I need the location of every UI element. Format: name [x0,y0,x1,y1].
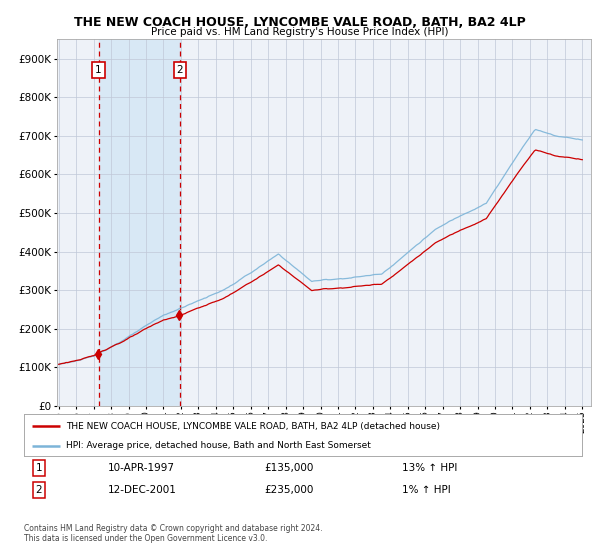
Text: HPI: Average price, detached house, Bath and North East Somerset: HPI: Average price, detached house, Bath… [66,441,371,450]
Text: 10-APR-1997: 10-APR-1997 [108,463,175,473]
Text: 2: 2 [35,485,43,495]
Text: THE NEW COACH HOUSE, LYNCOMBE VALE ROAD, BATH, BA2 4LP: THE NEW COACH HOUSE, LYNCOMBE VALE ROAD,… [74,16,526,29]
Text: 12-DEC-2001: 12-DEC-2001 [108,485,177,495]
Text: £235,000: £235,000 [264,485,313,495]
Text: 13% ↑ HPI: 13% ↑ HPI [402,463,457,473]
Text: Contains HM Land Registry data © Crown copyright and database right 2024.
This d: Contains HM Land Registry data © Crown c… [24,524,323,543]
Text: 2: 2 [177,65,184,75]
Text: 1: 1 [95,65,102,75]
Text: 1: 1 [35,463,43,473]
Text: 1% ↑ HPI: 1% ↑ HPI [402,485,451,495]
Text: £135,000: £135,000 [264,463,313,473]
Text: THE NEW COACH HOUSE, LYNCOMBE VALE ROAD, BATH, BA2 4LP (detached house): THE NEW COACH HOUSE, LYNCOMBE VALE ROAD,… [66,422,440,431]
Bar [98,39,180,406]
Text: Price paid vs. HM Land Registry's House Price Index (HPI): Price paid vs. HM Land Registry's House … [151,27,449,37]
